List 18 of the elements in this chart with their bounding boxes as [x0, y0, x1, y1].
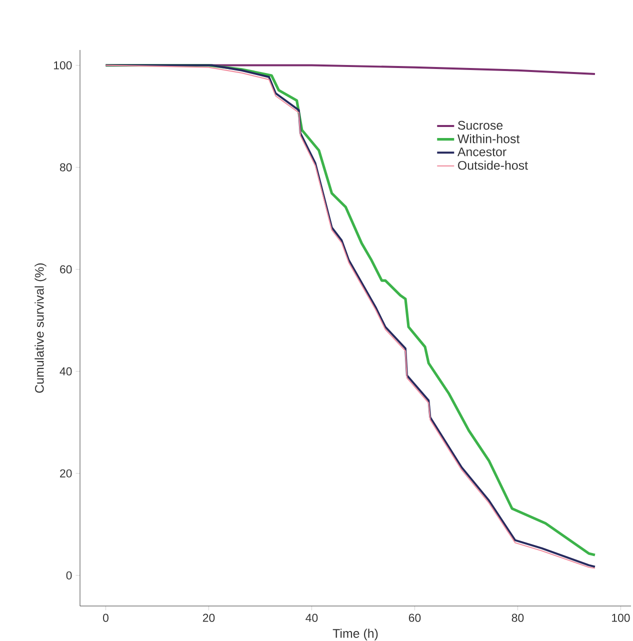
y-tick-label: 60: [60, 265, 72, 274]
y-tick-label: 40: [60, 367, 72, 376]
legend-label: Sucrose: [458, 120, 503, 130]
x-tick-label: 40: [306, 614, 318, 622]
legend-label: Ancestor: [457, 148, 506, 156]
y-tick-label: 100: [54, 61, 72, 70]
x-tick-label: 20: [202, 614, 215, 622]
legend-label: Within-host: [457, 134, 520, 144]
x-tick-label: 100: [612, 614, 630, 622]
y-tick-label: 80: [60, 163, 72, 172]
y-tick-label: 20: [60, 469, 72, 478]
x-tick-label: 0: [103, 614, 108, 622]
legend-label: Outside-host: [458, 160, 528, 170]
y-axis-title: Cumulative survival (%): [34, 263, 46, 393]
y-tick-label: 0: [66, 571, 72, 580]
x-tick-label: 80: [512, 614, 524, 622]
x-axis-title: Time (h): [332, 628, 378, 640]
x-tick-label: 60: [408, 614, 421, 622]
